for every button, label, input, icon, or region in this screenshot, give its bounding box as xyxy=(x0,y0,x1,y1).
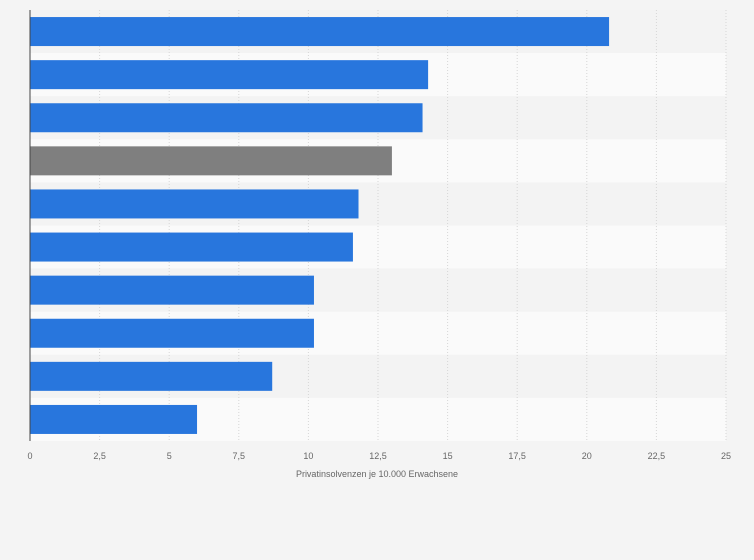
x-tick-label: 5 xyxy=(167,451,172,461)
bar[interactable] xyxy=(30,275,314,305)
x-tick-label: 20 xyxy=(582,451,592,461)
bar[interactable] xyxy=(30,189,359,219)
bar[interactable] xyxy=(30,361,273,391)
bar-highlighted[interactable] xyxy=(30,146,392,176)
x-tick-label: 15 xyxy=(443,451,453,461)
x-tick-label: 10 xyxy=(303,451,313,461)
bar[interactable] xyxy=(30,17,610,47)
bars xyxy=(30,17,610,434)
x-tick-label: 0 xyxy=(27,451,32,461)
bar[interactable] xyxy=(30,232,353,262)
x-tick-label: 17,5 xyxy=(508,451,526,461)
x-tick-label: 25 xyxy=(721,451,731,461)
x-tick-label: 22,5 xyxy=(648,451,666,461)
x-tick-label: 7,5 xyxy=(233,451,246,461)
bar[interactable] xyxy=(30,404,198,434)
x-axis-title: Privatinsolvenzen je 10.000 Erwachsene xyxy=(296,469,458,479)
bar[interactable] xyxy=(30,60,429,90)
x-tick-label: 12,5 xyxy=(369,451,387,461)
x-tick-label: 2,5 xyxy=(93,451,106,461)
x-tick-labels: 0 2,5 5 7,5 10 12,5 15 17,5 20 22,5 25 xyxy=(27,451,731,461)
bar[interactable] xyxy=(30,318,314,348)
bar[interactable] xyxy=(30,103,423,133)
